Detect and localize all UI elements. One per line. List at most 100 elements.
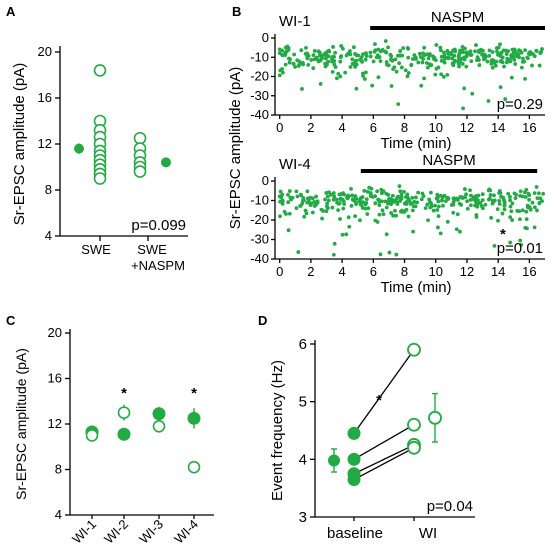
trace-point	[477, 63, 482, 67]
trace-point	[379, 187, 384, 192]
trace-point	[431, 208, 436, 213]
trace-point	[280, 53, 285, 57]
trace-point	[354, 200, 358, 205]
trace-point	[419, 197, 424, 202]
trace-point	[405, 46, 410, 50]
trace-point	[406, 71, 411, 75]
trace-point	[384, 232, 389, 237]
trace-point	[348, 49, 352, 53]
trace-point	[406, 55, 411, 60]
trace-point	[422, 76, 426, 81]
trace-point	[352, 45, 356, 50]
trace-point	[335, 197, 339, 202]
trace-point	[398, 49, 403, 53]
trace-point	[521, 56, 525, 61]
trace-point	[389, 211, 394, 215]
trace-point	[415, 200, 420, 205]
trace-point	[519, 65, 524, 70]
trace-point	[280, 67, 284, 71]
trace-point	[316, 59, 321, 64]
x-tick-label: 12	[460, 120, 474, 135]
trace-point	[457, 201, 462, 206]
significance-star: *	[191, 385, 197, 402]
trace-point	[280, 198, 285, 203]
trace-point	[363, 70, 368, 75]
trace-point	[537, 63, 542, 68]
trace-point	[377, 212, 382, 217]
trace-point	[383, 49, 387, 54]
trace-point	[280, 192, 285, 197]
trace-point	[401, 46, 406, 51]
y-axis-label: Sr-EPSC amplitude (pA)	[13, 348, 29, 500]
trace-point	[287, 60, 292, 65]
trace-point	[436, 214, 441, 218]
trace-point	[305, 56, 310, 61]
y-tick-label: 4	[55, 507, 62, 522]
trace-point	[340, 232, 345, 237]
trace-point	[468, 49, 473, 54]
trace-point	[513, 49, 518, 54]
trace-point	[325, 194, 330, 199]
trace-point	[445, 219, 450, 224]
trace-point	[449, 52, 454, 57]
x-axis-label: Time (min)	[380, 135, 451, 152]
trace-point	[479, 47, 483, 52]
trace-point	[436, 225, 440, 230]
trace-point	[363, 206, 368, 211]
trace-point	[439, 54, 444, 59]
trace-point	[298, 203, 303, 208]
trace-point	[370, 83, 375, 88]
trace-point	[303, 51, 308, 56]
panel-c-chart: 4 8 12 16 20 WI-1 WI-2 WI-3 WI-4 * * Sr-EPSC amplit…	[13, 325, 214, 547]
trace-point	[359, 55, 364, 59]
y-tick-label: 12	[38, 136, 52, 151]
trace-point	[354, 62, 359, 67]
y-tick-label: -40	[250, 251, 269, 266]
trace-point	[297, 59, 302, 64]
y-tick-label: 6	[299, 336, 307, 353]
trace-point	[344, 53, 349, 58]
trace-point	[394, 69, 399, 74]
trace-point	[363, 77, 367, 81]
trace-point	[369, 192, 373, 197]
trace-point	[476, 58, 481, 62]
trace-point	[390, 193, 395, 198]
x-tick-label: 2	[307, 264, 314, 279]
data-point-filled	[187, 411, 201, 425]
trace-point	[417, 51, 422, 56]
trace-point	[524, 217, 529, 222]
significance-star: *	[121, 385, 127, 402]
trace-point	[286, 200, 291, 205]
trace-point	[405, 195, 410, 200]
y-tick-label: 4	[299, 451, 307, 468]
trace-point	[349, 204, 354, 208]
trace-point	[292, 52, 297, 57]
trace-point	[508, 215, 513, 220]
trace-point	[483, 202, 488, 207]
trace-point	[301, 198, 305, 203]
trace-point	[375, 189, 380, 194]
trace-point	[416, 190, 421, 195]
trace-point	[321, 53, 325, 58]
trace-point	[391, 213, 396, 218]
trace-point	[540, 47, 544, 51]
trace-point	[518, 238, 523, 243]
x-tick-label: 2	[307, 120, 314, 135]
trace-point	[500, 60, 505, 65]
naspm-label: NASPM	[422, 152, 475, 169]
trace-point	[414, 57, 418, 61]
trace-point	[519, 242, 524, 247]
trace-point	[440, 198, 444, 203]
trace-point	[425, 65, 430, 70]
trace-point	[413, 204, 418, 209]
trace-point	[323, 197, 327, 202]
trace-point	[397, 61, 402, 66]
trace-point	[438, 48, 443, 53]
trace-point	[360, 195, 365, 199]
x-tick-label: 8	[401, 120, 408, 135]
y-tick-label: -20	[250, 69, 269, 84]
y-tick-label: 20	[38, 44, 52, 59]
trace-point	[409, 62, 414, 67]
trace-point	[530, 63, 534, 68]
trace-point	[287, 56, 291, 61]
